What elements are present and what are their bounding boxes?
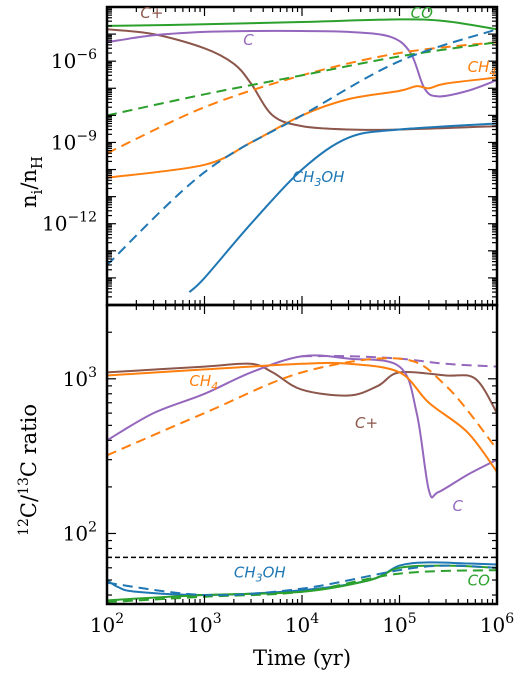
tick-exponent: 6: [505, 611, 514, 627]
bottom-x-tick-label: 104: [285, 611, 319, 637]
tick-base: 10: [187, 613, 212, 637]
top-plot-area: [107, 18, 497, 293]
tick-exponent: 2: [88, 519, 97, 535]
top-y-tick-label: 10−12: [42, 210, 97, 236]
top-series-c: [107, 28, 497, 131]
tick-base: 10: [51, 49, 76, 73]
tick-base: 10: [285, 613, 310, 637]
top-ticks: [106, 6, 498, 306]
tick-base: 10: [51, 130, 76, 154]
top-annotation: C: [243, 31, 254, 49]
top-annotation: C+: [140, 4, 163, 22]
tick-base: 10: [90, 613, 115, 637]
bottom-annotation: C+: [355, 414, 378, 432]
top-y-tick-label: 10−6: [51, 47, 97, 73]
tick-base: 10: [63, 367, 88, 391]
top-y-tick-label: 10−9: [51, 128, 97, 154]
tick-exponent: 3: [88, 365, 97, 381]
top-series-co-13c: [107, 41, 497, 117]
tick-base: 10: [63, 521, 88, 545]
tick-exponent: −6: [76, 47, 97, 63]
top-series-ch3oh: [188, 122, 497, 293]
bottom-annotation: CH4: [189, 372, 218, 393]
top-annotation: CH4: [468, 58, 497, 79]
bottom-x-tick-label: 105: [382, 611, 416, 637]
tick-exponent: −9: [76, 128, 97, 144]
top-series-ch3oh-13c: [107, 28, 497, 266]
bottom-series-ch3oh: [107, 561, 497, 597]
tick-base: 10: [480, 613, 505, 637]
tick-exponent: −12: [67, 210, 97, 226]
bottom-annotation: CH3OH: [234, 563, 286, 584]
bottom-series-ch4-dashed: [107, 357, 497, 457]
bottom-plot-area: [107, 354, 497, 604]
bottom-x-tick-label: 106: [480, 611, 514, 637]
bottom-axes-frame: [105, 303, 499, 606]
top-y-axis-label: ni/nH: [17, 156, 46, 208]
bottom-annotation: CO: [468, 572, 490, 590]
bottom-series-c: [107, 362, 497, 414]
bottom-y-tick-label: 103: [63, 365, 97, 391]
top-series-co: [107, 18, 497, 31]
top-series-c: [107, 29, 497, 98]
top-series-ch4-13c: [107, 41, 497, 155]
bottom-x-tick-label: 102: [90, 611, 124, 637]
bottom-series-ch3oh-dashed: [107, 564, 497, 597]
bottom-y-tick-label: 102: [63, 519, 97, 545]
bottom-series-ch4: [107, 361, 497, 473]
tick-base: 10: [382, 613, 407, 637]
tick-exponent: 5: [408, 611, 417, 627]
bottom-y-axis-label: 12C/13C ratio: [16, 404, 41, 536]
tick-base: 10: [42, 212, 67, 236]
tick-exponent: 3: [213, 611, 222, 627]
top-series-ch4: [107, 76, 497, 179]
bottom-series-c: [107, 354, 497, 499]
bottom-x-tick-label: 103: [187, 611, 221, 637]
tick-exponent: 4: [310, 611, 319, 627]
x-axis-label: Time (yr): [253, 646, 351, 670]
bottom-ticks: [106, 304, 498, 604]
bottom-series-co-dashed: [107, 569, 497, 604]
top-axes-frame: [105, 5, 499, 307]
bottom-annotation: C: [453, 497, 464, 515]
top-annotation: CO: [411, 4, 433, 22]
top-annotation: CH3OH: [293, 168, 345, 189]
tick-exponent: 2: [115, 611, 124, 627]
